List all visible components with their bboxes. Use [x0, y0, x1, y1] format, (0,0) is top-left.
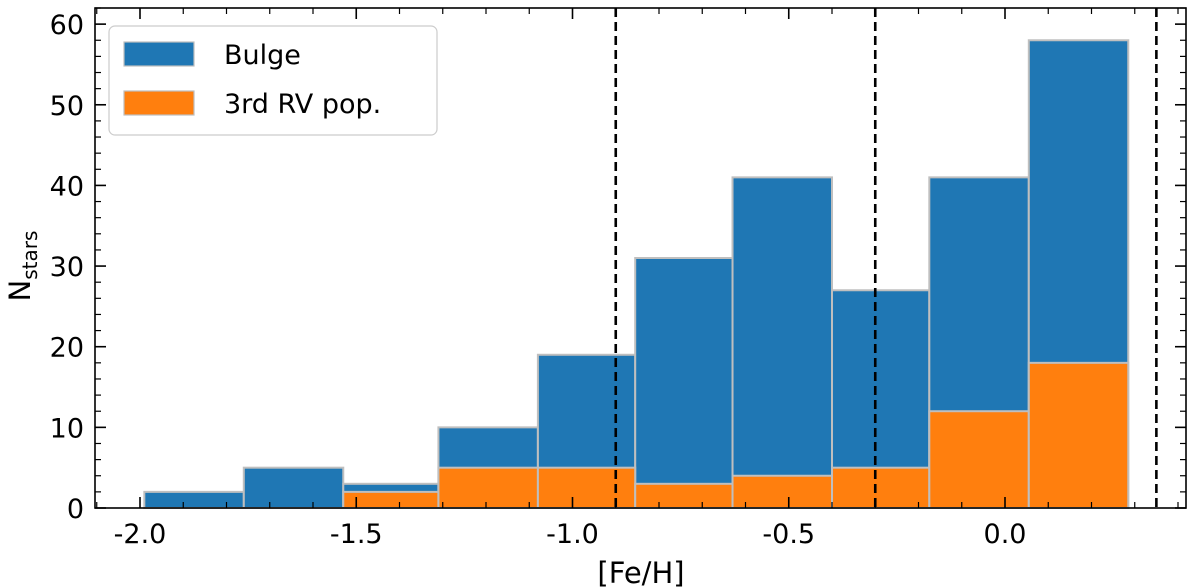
legend-swatch-bulge: [123, 41, 195, 67]
bar-bulge-6: [731, 176, 834, 510]
bar-bulge-1: [242, 466, 345, 510]
y-tick-label-0: 0: [67, 494, 84, 525]
bar-bulge-5: [634, 257, 734, 509]
bar-3rd-rv-pop-5: [634, 482, 734, 510]
ticks-layer: -2.0 -1.5 -1.0 -0.5 0.0 0 10 20 30 40 50 60: [50, 7, 1186, 550]
x-tick-label-2: -1.0: [546, 519, 599, 550]
bar-3rd-rv-pop-9: [1027, 361, 1130, 509]
bar-3rd-rv-pop-8: [928, 410, 1030, 509]
y-axis-label: Nstars: [3, 231, 42, 302]
legend-swatch-3rd-rv-pop: [123, 90, 195, 116]
y-tick-label-4: 40: [50, 171, 84, 202]
bar-3rd-rv-pop-3: [437, 466, 539, 510]
y-tick-label-6: 60: [50, 10, 84, 41]
legend-label-3rd-rv-pop: 3rd RV pop.: [224, 89, 381, 120]
legend: Bulge 3rd RV pop.: [108, 25, 438, 136]
bar-3rd-rv-pop-6: [731, 474, 834, 510]
plot-frame: [94, 7, 1187, 509]
x-tick-label-4: 0.0: [984, 519, 1027, 550]
x-axis-label: [Fe/H]: [597, 556, 684, 588]
bar-bulge-0: [143, 490, 245, 510]
x-tick-label-0: -2.0: [114, 519, 167, 550]
bars-layer: [143, 39, 1130, 510]
y-tick-label-3: 30: [50, 252, 84, 283]
bar-3rd-rv-pop-4: [536, 466, 637, 510]
legend-label-bulge: Bulge: [224, 40, 301, 71]
bar-3rd-rv-pop-7: [831, 466, 931, 510]
y-tick-label-1: 10: [50, 413, 84, 444]
y-tick-label-5: 50: [50, 91, 84, 122]
x-tick-label-3: -0.5: [762, 519, 815, 550]
y-tick-label-2: 20: [50, 333, 84, 364]
x-tick-label-1: -1.5: [330, 519, 383, 550]
bar-3rd-rv-pop-2: [342, 490, 440, 510]
y-axis-label-subscript: stars: [18, 231, 42, 280]
y-axis-label-main: N: [3, 280, 37, 302]
